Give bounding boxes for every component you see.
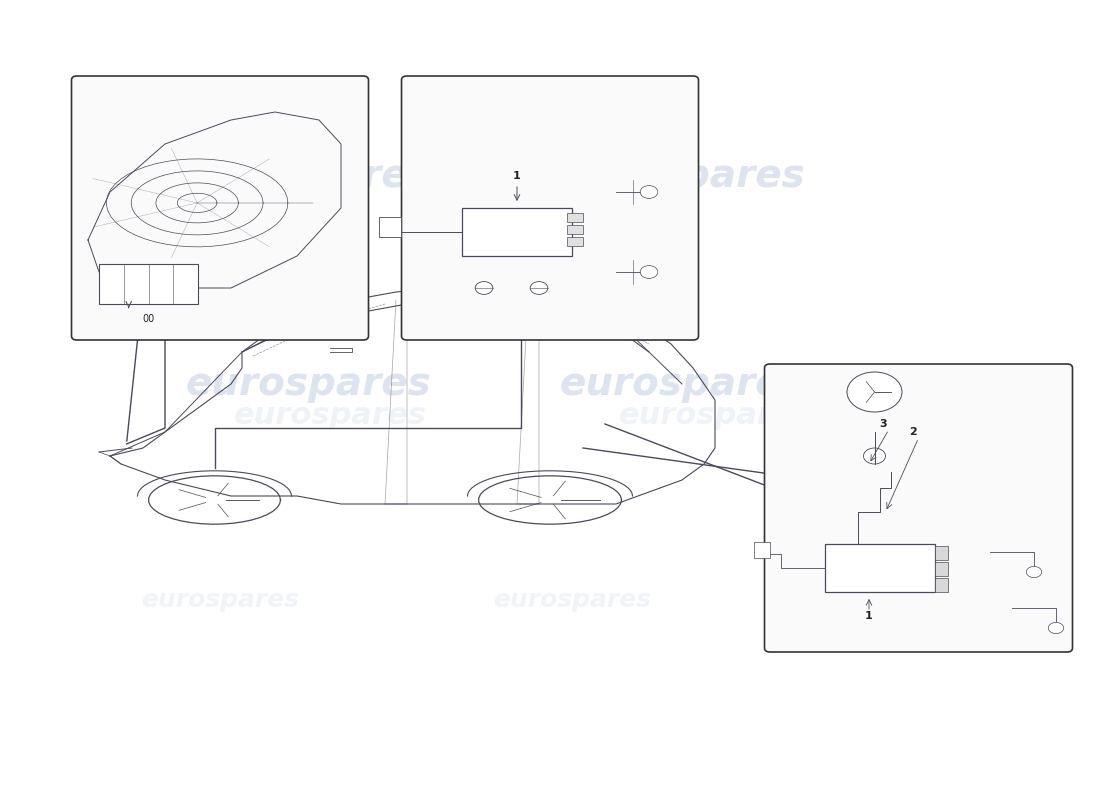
Bar bbox=[754, 542, 770, 558]
Bar bbox=[566, 237, 583, 246]
Bar bbox=[462, 208, 572, 256]
Text: eurospares: eurospares bbox=[779, 588, 937, 612]
Bar bbox=[935, 578, 948, 592]
Text: 2: 2 bbox=[909, 427, 916, 438]
Text: eurospares: eurospares bbox=[559, 365, 805, 403]
Circle shape bbox=[530, 282, 548, 294]
Text: eurospares: eurospares bbox=[559, 157, 805, 195]
Bar bbox=[379, 217, 401, 237]
Circle shape bbox=[847, 372, 902, 412]
Circle shape bbox=[1048, 622, 1064, 634]
Text: 3: 3 bbox=[879, 419, 887, 429]
Text: 00: 00 bbox=[142, 314, 155, 323]
Bar bbox=[566, 225, 583, 234]
Bar bbox=[566, 213, 583, 222]
Text: eurospares: eurospares bbox=[618, 402, 812, 430]
Bar bbox=[99, 264, 198, 304]
Text: eurospares: eurospares bbox=[185, 157, 431, 195]
Circle shape bbox=[1026, 566, 1042, 578]
Text: eurospares: eurospares bbox=[559, 365, 805, 403]
Text: 1: 1 bbox=[513, 171, 521, 181]
Bar bbox=[935, 546, 948, 560]
Text: eurospares: eurospares bbox=[559, 157, 805, 195]
Text: eurospares: eurospares bbox=[185, 365, 431, 403]
FancyBboxPatch shape bbox=[764, 364, 1072, 652]
FancyBboxPatch shape bbox=[402, 76, 698, 340]
FancyBboxPatch shape bbox=[72, 76, 368, 340]
Circle shape bbox=[475, 282, 493, 294]
Bar bbox=[825, 544, 935, 592]
Circle shape bbox=[640, 186, 658, 198]
Text: eurospares: eurospares bbox=[185, 365, 431, 403]
Bar bbox=[935, 562, 948, 576]
Text: eurospares: eurospares bbox=[493, 588, 651, 612]
Text: eurospares: eurospares bbox=[185, 157, 431, 195]
Text: eurospares: eurospares bbox=[141, 588, 299, 612]
Text: eurospares: eurospares bbox=[233, 402, 427, 430]
Circle shape bbox=[640, 266, 658, 278]
Circle shape bbox=[864, 448, 886, 464]
Text: 1: 1 bbox=[865, 611, 873, 621]
